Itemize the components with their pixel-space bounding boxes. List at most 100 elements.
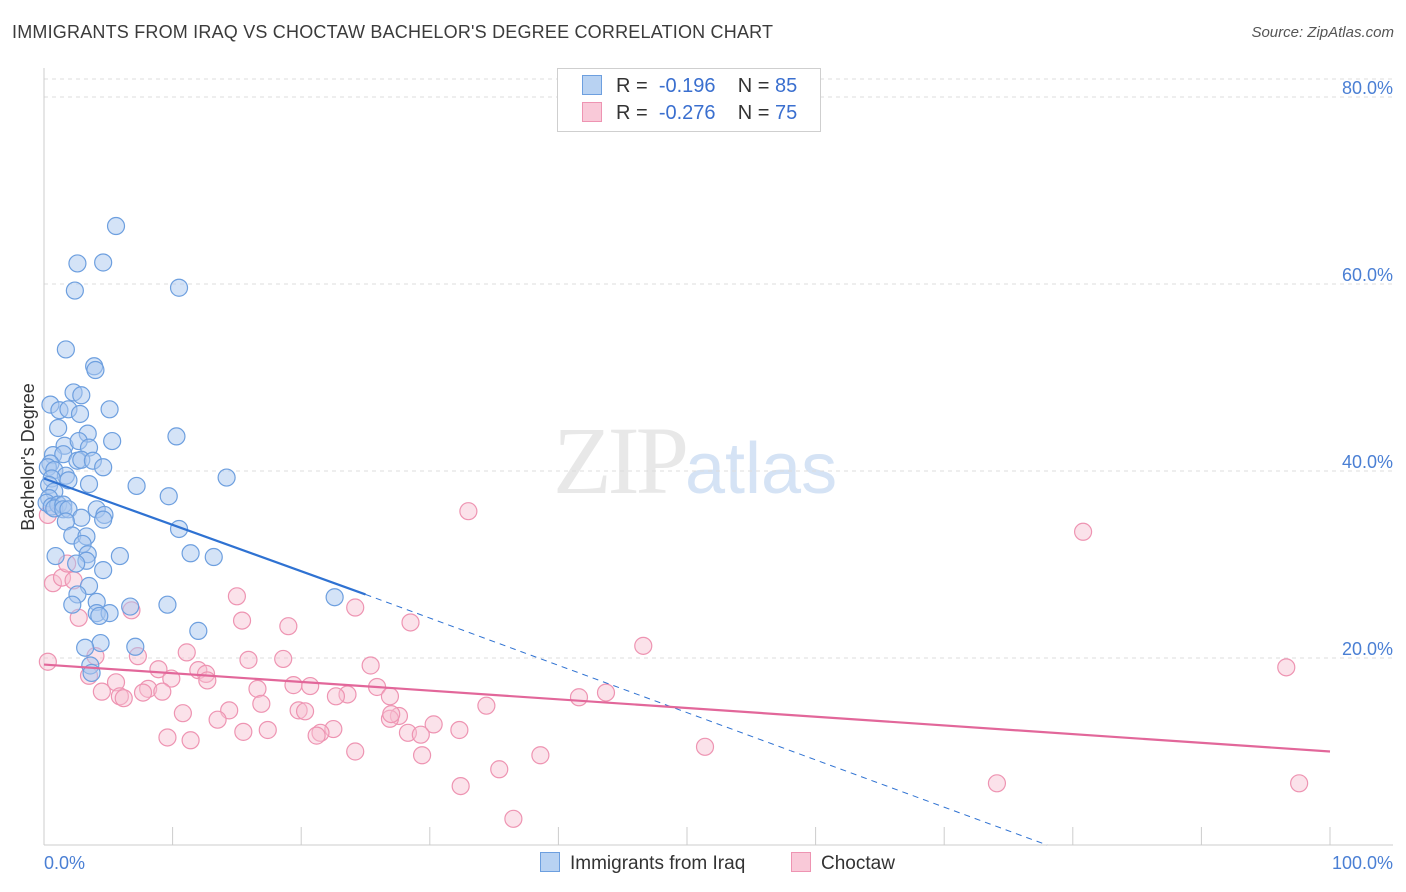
choctaw-point — [347, 743, 364, 760]
iraq-point — [95, 459, 112, 476]
choctaw-point — [285, 677, 302, 694]
legend-row-choctaw: R = -0.276 N = 75 — [582, 102, 797, 125]
choctaw-point — [697, 738, 714, 755]
choctaw-point — [532, 747, 549, 764]
choctaw-point — [302, 678, 319, 695]
bottom-legend-label-choctaw: Choctaw — [821, 853, 895, 874]
choctaw-point — [235, 723, 252, 740]
choctaw-point — [209, 711, 226, 728]
scatter-chart: 20.0% 40.0% 60.0% 80.0% 0.0% 100.0% Bachelor's… — [0, 0, 1406, 892]
legend-swatch-choctaw — [582, 102, 602, 122]
iraq-point — [57, 341, 74, 358]
iraq-point — [95, 511, 112, 528]
choctaw-point — [491, 761, 508, 778]
choctaw-point — [280, 618, 297, 635]
iraq-point — [182, 545, 199, 562]
iraq-point — [77, 639, 94, 656]
choctaw-point — [412, 726, 429, 743]
bottom-legend-iraq: Immigrants from Iraq — [540, 852, 745, 875]
choctaw-point — [253, 695, 270, 712]
choctaw-point — [240, 651, 257, 668]
iraq-point — [171, 279, 188, 296]
choctaw-point — [275, 650, 292, 667]
iraq-point — [101, 401, 118, 418]
iraq-point — [128, 477, 145, 494]
choctaw-point — [362, 657, 379, 674]
iraq-point — [108, 218, 125, 235]
iraq-point — [95, 562, 112, 579]
choctaw-point — [460, 503, 477, 520]
iraq-point — [205, 549, 222, 566]
legend-r-value-choctaw: -0.276 — [659, 102, 716, 124]
iraq-point — [127, 638, 144, 655]
choctaw-point — [597, 684, 614, 701]
iraq-point — [91, 607, 108, 624]
choctaw-point — [159, 729, 176, 746]
choctaw-point — [478, 697, 495, 714]
choctaw-point — [505, 810, 522, 827]
legend-n-label: N = — [738, 102, 770, 124]
iraq-point — [159, 596, 176, 613]
legend-r-value-iraq: -0.196 — [659, 75, 716, 97]
choctaw-point — [452, 778, 469, 795]
iraq-trend-extension — [366, 594, 1048, 845]
iraq-point — [95, 254, 112, 271]
choctaw-point — [402, 614, 419, 631]
choctaw-point — [154, 683, 171, 700]
choctaw-point — [228, 588, 245, 605]
legend-n-value-iraq: 85 — [775, 75, 797, 97]
choctaw-point — [297, 703, 314, 720]
iraq-point — [104, 433, 121, 450]
iraq-point — [72, 405, 89, 422]
legend-swatch-iraq — [582, 75, 602, 95]
legend-n-value-choctaw: 75 — [775, 102, 797, 124]
choctaw-point — [347, 599, 364, 616]
choctaw-point — [1075, 523, 1092, 540]
y-tick-label: 20.0% — [1342, 639, 1393, 659]
iraq-point — [87, 362, 104, 379]
choctaw-point — [1291, 775, 1308, 792]
bottom-legend-swatch-choctaw — [791, 852, 811, 872]
choctaw-point — [414, 747, 431, 764]
choctaw-point — [383, 706, 400, 723]
x-tick-label-max: 100.0% — [1332, 853, 1393, 873]
choctaw-point — [115, 690, 132, 707]
iraq-point — [66, 282, 83, 299]
stats-legend: R = -0.196 N = 85 R = -0.276 N = 75 — [557, 68, 821, 132]
bottom-legend-choctaw: Choctaw — [791, 852, 895, 875]
choctaw-point — [327, 688, 344, 705]
y-tick-label: 40.0% — [1342, 452, 1393, 472]
iraq-point — [326, 589, 343, 606]
legend-row-iraq: R = -0.196 N = 85 — [582, 75, 797, 98]
choctaw-point — [259, 721, 276, 738]
y-tick-label: 60.0% — [1342, 265, 1393, 285]
iraq-point — [73, 509, 90, 526]
x-tick-label-min: 0.0% — [44, 853, 85, 873]
iraq-point — [81, 476, 98, 493]
choctaw-point — [234, 612, 251, 629]
iraq-point — [50, 419, 67, 436]
y-axis-label: Bachelor's Degree — [18, 383, 38, 531]
iraq-point — [168, 428, 185, 445]
iraq-point — [47, 548, 64, 565]
choctaw-point — [1278, 659, 1295, 676]
choctaw-point — [570, 689, 587, 706]
choctaw-point — [174, 705, 191, 722]
iraq-point — [190, 622, 207, 639]
legend-r-label: R = — [616, 75, 648, 97]
choctaw-point — [135, 684, 152, 701]
iraq-point — [92, 635, 109, 652]
choctaw-point — [381, 688, 398, 705]
iraq-point — [160, 488, 177, 505]
bottom-legend-swatch-iraq — [540, 852, 560, 872]
legend-n-label: N = — [738, 75, 770, 97]
iraq-point — [69, 255, 86, 272]
iraq-point — [68, 555, 85, 572]
choctaw-point — [39, 653, 56, 670]
y-tick-label: 80.0% — [1342, 78, 1393, 98]
bottom-legend-label-iraq: Immigrants from Iraq — [570, 853, 745, 874]
choctaw-point — [635, 637, 652, 654]
choctaw-point — [178, 644, 195, 661]
choctaw-point — [308, 727, 325, 744]
choctaw-point — [988, 775, 1005, 792]
